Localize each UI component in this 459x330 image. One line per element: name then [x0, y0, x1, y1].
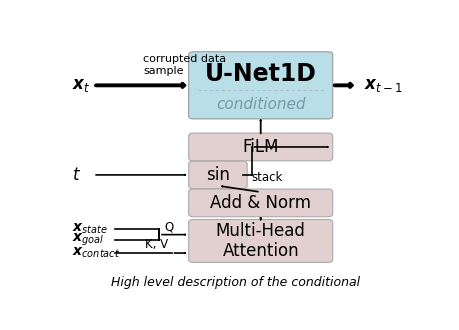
- FancyBboxPatch shape: [188, 161, 246, 189]
- Text: FiLM: FiLM: [242, 138, 278, 156]
- Text: $t$: $t$: [72, 166, 81, 184]
- Text: Q: Q: [164, 221, 174, 234]
- Text: K, V: K, V: [145, 238, 168, 251]
- FancyBboxPatch shape: [188, 52, 332, 119]
- Text: Add & Norm: Add & Norm: [210, 194, 311, 212]
- FancyBboxPatch shape: [188, 189, 332, 217]
- Text: $\boldsymbol{x}_t$: $\boldsymbol{x}_t$: [72, 76, 90, 94]
- Text: $\boldsymbol{x}_{t-1}$: $\boldsymbol{x}_{t-1}$: [364, 76, 402, 94]
- Text: High level description of the conditional: High level description of the conditiona…: [111, 276, 359, 289]
- Text: $\boldsymbol{x}_{goal}$: $\boldsymbol{x}_{goal}$: [72, 232, 104, 248]
- Text: $\boldsymbol{x}_{contact}$: $\boldsymbol{x}_{contact}$: [72, 246, 120, 260]
- Text: sin: sin: [206, 166, 230, 184]
- Text: Multi-Head
Attention: Multi-Head Attention: [215, 221, 305, 260]
- Text: corrupted data
sample: corrupted data sample: [143, 53, 226, 76]
- Text: stack: stack: [251, 171, 283, 184]
- Text: $\boldsymbol{x}_{state}$: $\boldsymbol{x}_{state}$: [72, 222, 107, 236]
- Text: U-Net1D: U-Net1D: [204, 62, 316, 86]
- Text: conditioned: conditioned: [215, 97, 305, 112]
- FancyBboxPatch shape: [188, 133, 332, 161]
- FancyBboxPatch shape: [188, 219, 332, 262]
